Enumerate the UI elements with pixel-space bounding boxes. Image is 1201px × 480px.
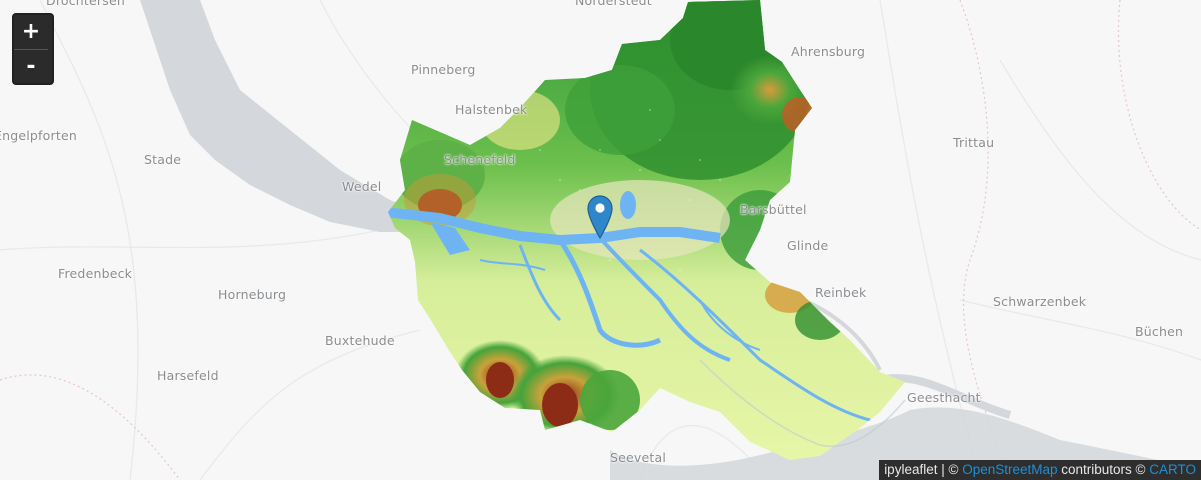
place-label: Trittau (953, 135, 995, 150)
attribution: ipyleaflet | © OpenStreetMap contributor… (879, 460, 1201, 480)
place-label: Stade (144, 152, 182, 167)
place-label: Buxtehude (325, 333, 395, 348)
place-label: Horneburg (218, 287, 287, 302)
place-label: Halstenbek (455, 102, 528, 117)
place-label: Barsbüttel (740, 202, 807, 217)
place-label: Fredenbeck (58, 266, 133, 281)
attribution-prefix: ipyleaflet | © (884, 462, 963, 477)
place-label: Drochtersen (46, 0, 125, 8)
map-pin-icon[interactable] (587, 195, 613, 240)
place-label: Harsefeld (157, 368, 219, 383)
zoom-control: + - (12, 13, 54, 85)
zoom-out-button[interactable]: - (14, 49, 48, 83)
attribution-middle: contributors © (1057, 462, 1150, 477)
place-label: Norderstedt (575, 0, 652, 8)
place-label: Reinbek (815, 285, 867, 300)
place-label: Engelpforten (0, 128, 77, 143)
carto-link[interactable]: CARTO (1149, 462, 1196, 477)
place-label: Geesthacht (907, 390, 981, 405)
place-label: Seevetal (610, 450, 667, 465)
place-label: Schenefeld (444, 152, 516, 167)
zoom-in-button[interactable]: + (14, 15, 48, 49)
place-label: Büchen (1135, 324, 1184, 339)
place-label: Wedel (342, 179, 382, 194)
place-label: Ahrensburg (791, 44, 866, 59)
place-label: Glinde (787, 238, 829, 253)
osm-link[interactable]: OpenStreetMap (962, 462, 1058, 477)
place-label: Schwarzenbek (993, 294, 1087, 309)
place-label: Pinneberg (411, 62, 476, 77)
